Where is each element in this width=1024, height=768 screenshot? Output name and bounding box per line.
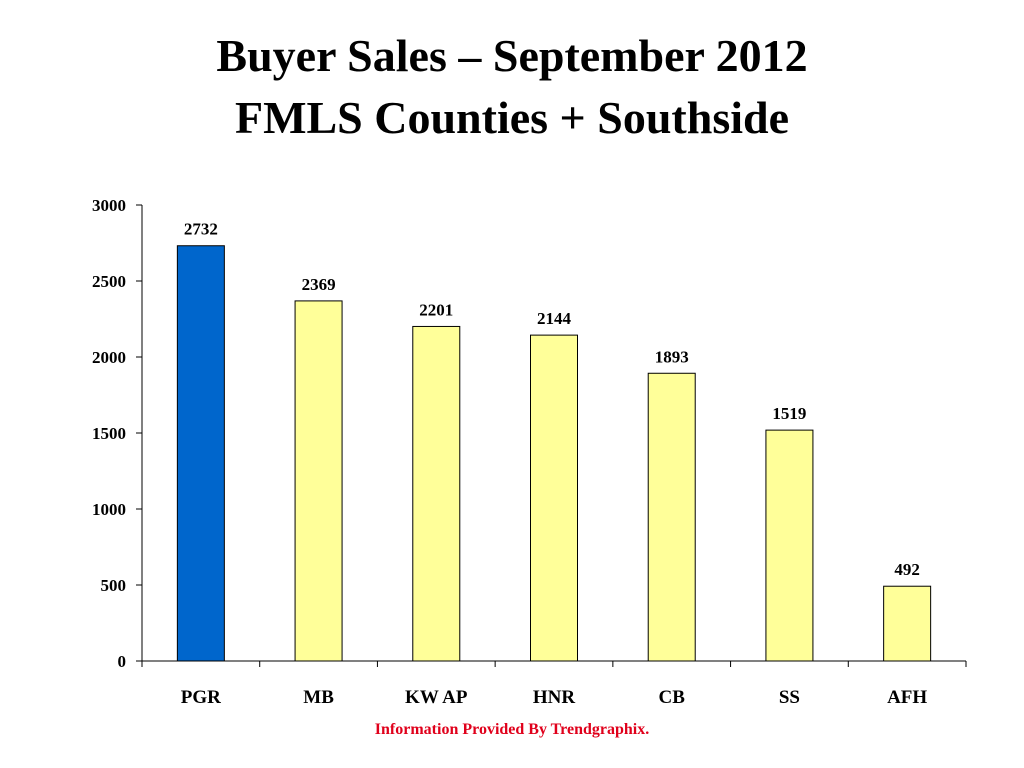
x-category-label: CB (659, 687, 686, 708)
y-tick-label: 2000 (92, 348, 126, 367)
data-label: 492 (894, 560, 920, 579)
chart-title-line-1: Buyer Sales – September 2012 (216, 30, 808, 81)
bar-pgr (176, 245, 225, 662)
bar-mb (294, 300, 343, 662)
data-labels-group: 2732 2369 2201 2144 1893 1519 492 (184, 220, 920, 579)
bar-ss (765, 429, 814, 662)
x-category-label: HNR (533, 687, 576, 708)
y-tick-label: 2500 (92, 272, 126, 291)
data-label: 1519 (772, 404, 806, 423)
x-category-label: KW AP (405, 687, 468, 708)
x-category-label: PGR (181, 687, 221, 708)
y-tick-label: 500 (101, 576, 127, 595)
data-label: 1893 (655, 347, 689, 366)
x-axis: PGR MB KW AP HNR CB SS AFH (141, 660, 967, 708)
x-category-label: AFH (887, 687, 927, 708)
data-label: 2732 (184, 220, 218, 239)
y-tick-label: 3000 (92, 196, 126, 215)
y-tick-label: 1000 (92, 500, 126, 519)
y-tick-label: 1500 (92, 424, 126, 443)
bar-hnr (530, 334, 578, 662)
bar-afh (883, 585, 932, 662)
data-label: 2369 (302, 275, 336, 294)
bar-kw-ap (412, 325, 461, 662)
bars-group (176, 245, 932, 662)
y-axis: 0 500 1000 1500 2000 2500 3000 (92, 196, 143, 671)
data-label: 2144 (537, 309, 572, 328)
x-category-label: MB (303, 687, 334, 708)
x-category-label: SS (779, 687, 800, 708)
source-footer: Information Provided By Trendgraphix. (374, 721, 650, 738)
data-label: 2201 (419, 300, 453, 319)
chart-title-line-2: FMLS Counties + Southside (234, 92, 790, 143)
bar-cb (647, 372, 696, 662)
y-tick-label: 0 (118, 652, 127, 671)
bar-chart: 0 500 1000 1500 2000 2500 3000 PGR MB KW AP HNR CB… (92, 196, 967, 708)
